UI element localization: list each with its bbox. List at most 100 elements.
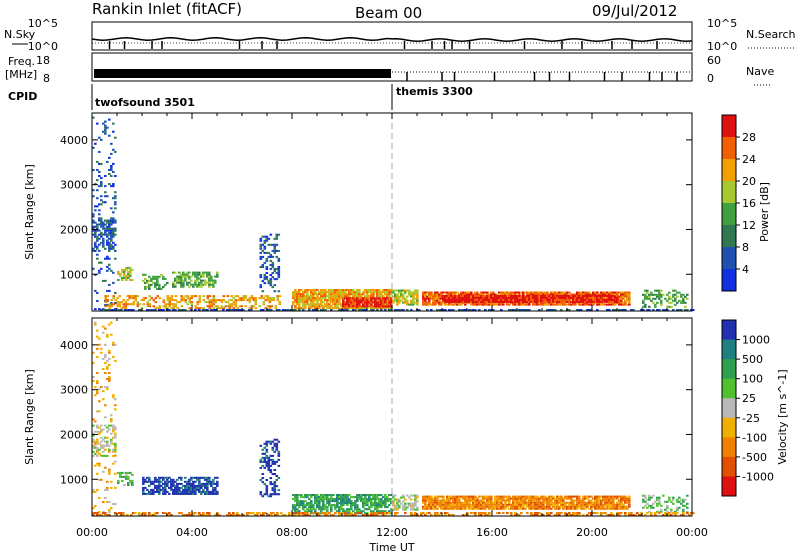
power-cell-2065 bbox=[442, 296, 445, 299]
velocity-cell-653 bbox=[308, 498, 311, 501]
noise-left-label: N.Sky bbox=[4, 28, 36, 41]
power-cell-1103 bbox=[358, 291, 361, 294]
velocity-cell-186 bbox=[106, 440, 109, 443]
velocity-cell-1673 bbox=[644, 494, 647, 497]
power-cell-1352 bbox=[396, 303, 399, 306]
time-tick-label-0: 00:00 bbox=[76, 526, 108, 539]
velocity-cell-1058 bbox=[434, 497, 437, 500]
power-cell-2480 bbox=[130, 309, 133, 312]
velocity-cell-84 bbox=[106, 378, 109, 381]
velocity-cell-1266 bbox=[500, 503, 503, 506]
power-cell-2364 bbox=[606, 298, 609, 301]
velocity-cell-1416 bbox=[546, 497, 549, 500]
velocity-cell-814 bbox=[352, 502, 355, 505]
power-cell-605 bbox=[146, 305, 150, 308]
velocity-cell-1106 bbox=[450, 501, 453, 504]
power-cell-704 bbox=[210, 301, 214, 304]
velocity-cell-637 bbox=[304, 504, 307, 507]
power-cell-1245 bbox=[344, 303, 347, 306]
velocity-cell-277 bbox=[154, 484, 157, 487]
power-cell-781 bbox=[258, 305, 262, 308]
velocity-cell-524 bbox=[267, 469, 271, 472]
velocity-cell-826 bbox=[356, 506, 359, 509]
velocity-cell-1877 bbox=[354, 514, 357, 517]
power-cell-1390 bbox=[410, 301, 413, 304]
power-cell-315 bbox=[156, 277, 159, 280]
power-cell-2349 bbox=[598, 300, 601, 303]
velocity-cell-799 bbox=[348, 510, 351, 513]
power-cell-2303 bbox=[572, 294, 575, 297]
velocity-cell-1606 bbox=[610, 505, 613, 508]
power-cell-2315 bbox=[578, 294, 581, 297]
power-cell-2470 bbox=[106, 309, 109, 312]
power-cell-1002 bbox=[336, 299, 339, 302]
power-cell-1217 bbox=[386, 295, 389, 298]
power-cell-1194 bbox=[380, 293, 383, 296]
velocity-cell-9 bbox=[94, 490, 97, 493]
power-cell-10 bbox=[94, 273, 97, 276]
power-cell-1368 bbox=[400, 291, 403, 294]
velocity-cell-1063 bbox=[436, 499, 439, 502]
velocity-cell-399 bbox=[192, 488, 195, 491]
velocity-cell-496 bbox=[261, 452, 265, 455]
velocity-cell-232 bbox=[127, 482, 130, 485]
power-cell-337 bbox=[174, 271, 177, 274]
velocity-cell-1953 bbox=[520, 512, 523, 515]
power-cell-755 bbox=[240, 305, 244, 308]
velocity-cell-78 bbox=[106, 486, 109, 489]
power-cell-517 bbox=[273, 251, 277, 254]
power-cell-461 bbox=[261, 243, 265, 246]
velocity-cell-1464 bbox=[562, 499, 565, 502]
velocity-cell-625 bbox=[300, 496, 303, 499]
power-cell-331 bbox=[172, 281, 175, 284]
velocity-cell-1314 bbox=[516, 503, 519, 506]
velocity-cell-247 bbox=[142, 482, 145, 485]
power-cell-324 bbox=[162, 277, 165, 280]
velocity-cell-1589 bbox=[604, 497, 607, 500]
velocity-cell-481 bbox=[216, 476, 219, 479]
power-cell-1174 bbox=[376, 293, 379, 296]
velocity-cell-237 bbox=[129, 479, 132, 482]
power-cell-1246 bbox=[344, 301, 347, 304]
velocity-cell-1465 bbox=[562, 497, 565, 500]
velocity-cell-1230 bbox=[488, 497, 491, 500]
velocity-cell-1071 bbox=[440, 507, 443, 510]
power-cell-2043 bbox=[622, 293, 625, 296]
velocity-cell-1916 bbox=[436, 514, 439, 517]
power-cell-671 bbox=[190, 303, 194, 306]
power-cell-2396 bbox=[646, 291, 649, 294]
velocity-cell-842 bbox=[360, 496, 363, 499]
velocity-cell-382 bbox=[188, 490, 191, 493]
velocity-cell-1506 bbox=[576, 497, 579, 500]
velocity-cell-510 bbox=[265, 487, 269, 490]
power-cell-698 bbox=[208, 303, 212, 306]
velocity-cell-94 bbox=[108, 470, 111, 473]
velocity-cell-65 bbox=[104, 488, 107, 491]
velocity-cell-2005 bbox=[610, 512, 613, 515]
velocity-cell-1889 bbox=[376, 514, 379, 517]
velocity-cell-1631 bbox=[618, 505, 621, 508]
power-cell-963 bbox=[328, 303, 331, 306]
power-cell-2589 bbox=[474, 309, 477, 312]
velocity-cell-1924 bbox=[450, 514, 453, 517]
velocity-cell-886 bbox=[372, 494, 375, 497]
power-cell-2028 bbox=[618, 299, 621, 302]
power-cell-206 bbox=[106, 229, 109, 232]
velocity-cell-904 bbox=[376, 494, 379, 497]
power-cell-333 bbox=[174, 285, 177, 288]
velocity-cell-111 bbox=[110, 442, 113, 445]
velocity-cell-134 bbox=[114, 404, 117, 407]
velocity-cell-888 bbox=[374, 508, 377, 511]
power-cell-2623 bbox=[608, 309, 611, 312]
velocity-cell-622 bbox=[300, 504, 303, 507]
power-cell-1824 bbox=[552, 291, 555, 294]
power-cell-2389 bbox=[644, 303, 647, 306]
velocity-cell-1174 bbox=[472, 507, 475, 510]
power-cell-812 bbox=[278, 295, 282, 298]
power-cell-547 bbox=[104, 295, 108, 298]
power-cell-2072 bbox=[446, 298, 449, 301]
velocity-cell-137 bbox=[114, 343, 117, 346]
velocity-cell-1243 bbox=[494, 507, 497, 510]
power-cell-2337 bbox=[590, 298, 593, 301]
